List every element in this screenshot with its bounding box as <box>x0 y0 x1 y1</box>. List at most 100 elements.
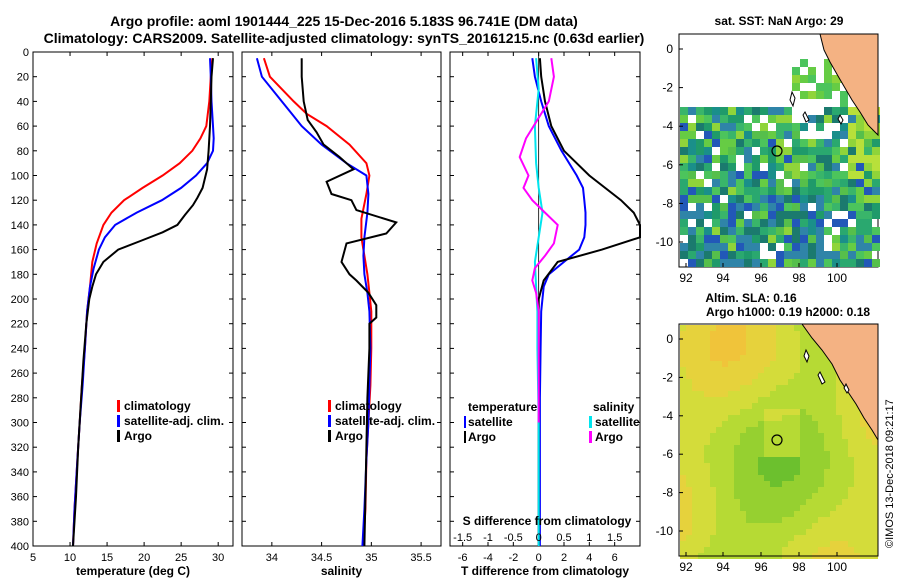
sst-cell <box>832 219 840 227</box>
sla-cell <box>794 373 800 379</box>
sst-cell <box>872 195 880 203</box>
sla-cell <box>842 517 848 523</box>
sla-cell <box>836 481 842 487</box>
sst-cell <box>872 227 880 235</box>
sla-cell <box>722 499 728 505</box>
sla-cell <box>770 337 776 343</box>
series-climatology <box>262 57 373 547</box>
sla-cell <box>722 397 728 403</box>
sla-cell <box>764 487 770 493</box>
sla-cell <box>740 409 746 415</box>
s-tick-label: -1.5 <box>453 532 472 544</box>
sst-cell <box>728 147 736 155</box>
sla-cell <box>812 385 818 391</box>
sla-cell <box>794 337 800 343</box>
sla-cell <box>770 367 776 373</box>
sla-cell <box>734 523 740 529</box>
sla-cell <box>812 475 818 481</box>
sst-cell <box>736 211 744 219</box>
sst-cell <box>680 139 688 147</box>
sst-cell <box>800 123 808 131</box>
sla-cell <box>764 337 770 343</box>
sla-cell <box>872 481 878 487</box>
sla-cell <box>740 529 746 535</box>
sst-cell <box>856 243 864 251</box>
sla-cell <box>842 427 848 433</box>
x-tick-label: 15 <box>101 552 113 564</box>
sst-cell <box>680 147 688 155</box>
sla-cell <box>704 439 710 445</box>
sla-cell <box>758 481 764 487</box>
sla-cell <box>824 481 830 487</box>
sla-cell <box>740 511 746 517</box>
x-tick-label: 10 <box>64 552 76 564</box>
sst-cell <box>824 75 832 83</box>
sst-cell <box>808 115 816 123</box>
sla-cell <box>818 517 824 523</box>
sla-cell <box>782 415 788 421</box>
legend-swatch-argo <box>117 430 120 442</box>
sst-cell <box>776 211 784 219</box>
sla-cell <box>848 403 854 409</box>
sla-cell <box>866 517 872 523</box>
sst-cell <box>720 107 728 115</box>
sla-cell <box>734 385 740 391</box>
sla-cell <box>776 403 782 409</box>
sla-cell <box>704 421 710 427</box>
sla-cell <box>710 385 716 391</box>
sst-cell <box>832 147 840 155</box>
sst-cell <box>688 107 696 115</box>
sla-cell <box>776 457 782 463</box>
sla-cell <box>824 487 830 493</box>
sst-cell <box>792 195 800 203</box>
sla-cell <box>698 547 704 553</box>
sst-cell <box>720 163 728 171</box>
sst-cell <box>760 171 768 179</box>
sst-cell <box>792 227 800 235</box>
sla-cell <box>848 397 854 403</box>
sst-cell <box>752 115 760 123</box>
sst-cell <box>688 211 696 219</box>
sla-cell <box>710 487 716 493</box>
sst-cell <box>720 251 728 259</box>
sst-cell <box>792 171 800 179</box>
sla-cell <box>800 493 806 499</box>
sla-cell <box>848 475 854 481</box>
sla-cell <box>860 547 866 553</box>
sst-cell <box>696 259 704 267</box>
sla-cell <box>830 433 836 439</box>
sla-cell <box>812 373 818 379</box>
sla-cell <box>716 517 722 523</box>
sla-cell <box>746 481 752 487</box>
sla-cell <box>764 403 770 409</box>
sla-cell <box>734 331 740 337</box>
x-tick-label: -4 <box>483 552 493 564</box>
temperature-legend: climatology satellite-adj. clim. Argo <box>117 399 224 443</box>
sst-cell <box>720 187 728 195</box>
sla-cell <box>818 361 824 367</box>
sla-cell <box>764 379 770 385</box>
sla-cell <box>746 529 752 535</box>
sla-cell <box>866 457 872 463</box>
sla-cell <box>866 499 872 505</box>
sla-cell <box>830 367 836 373</box>
sla-cell <box>704 355 710 361</box>
sst-cell <box>840 99 848 107</box>
sla-cell <box>848 541 854 547</box>
sst-cell <box>736 251 744 259</box>
sla-cell <box>728 373 734 379</box>
sst-cell <box>680 243 688 251</box>
map-y-tick-label: -8 <box>662 196 673 210</box>
sst-cell <box>856 115 864 123</box>
sla-cell <box>734 397 740 403</box>
sst-cell <box>856 123 864 131</box>
sla-cell <box>788 487 794 493</box>
x-tick-label: 0 <box>536 552 542 564</box>
sla-cell <box>686 547 692 553</box>
sla-cell <box>836 403 842 409</box>
sla-cell <box>788 367 794 373</box>
sla-cell <box>740 421 746 427</box>
sla-cell <box>716 367 722 373</box>
sla-cell <box>764 523 770 529</box>
sst-cell <box>800 171 808 179</box>
